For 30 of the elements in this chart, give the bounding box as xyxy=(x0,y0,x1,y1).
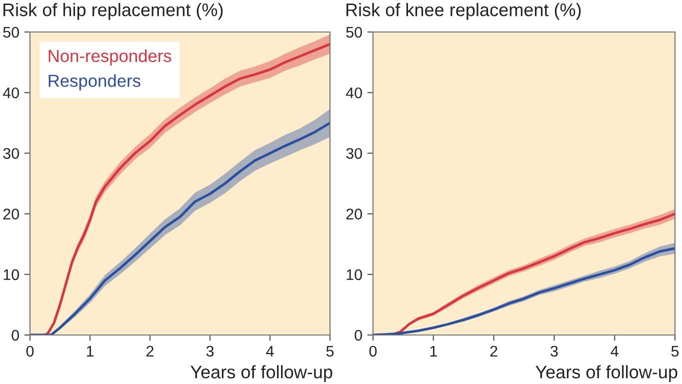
x-tick-label: 1 xyxy=(430,346,437,356)
y-tick-label: 20 xyxy=(3,208,19,220)
x-tick-label: 5 xyxy=(326,346,334,357)
x-tick-label: 2 xyxy=(146,346,154,356)
y-tick-label: 10 xyxy=(4,269,19,280)
text: Responders xyxy=(48,74,140,90)
y-tick-label: 50 xyxy=(346,26,362,38)
x-axis-title: Years of follow-up xyxy=(190,365,332,382)
x-axis-title: Years of follow-up xyxy=(536,365,678,382)
x-tick-label: 4 xyxy=(610,346,618,356)
x-tick-label: 3 xyxy=(550,346,558,357)
y-tick-label: 50 xyxy=(3,26,19,38)
y-tick-label: 0 xyxy=(354,330,362,341)
y-tick-label: 10 xyxy=(346,269,362,280)
x-tick-label: 2 xyxy=(490,346,498,356)
x-tick-label: 0 xyxy=(369,346,377,357)
chart-title: Risk of knee replacement (%) xyxy=(346,3,581,20)
y-tick-label: 40 xyxy=(2,87,19,98)
text: Non-responders xyxy=(48,49,172,66)
x-tick-label: 1 xyxy=(86,346,94,356)
y-tick-label: 20 xyxy=(346,208,362,220)
x-tick-label: 0 xyxy=(26,346,34,357)
x-tick-label: 3 xyxy=(206,346,214,357)
y-tick-label: 30 xyxy=(346,148,362,159)
x-tick-label: 4 xyxy=(266,346,274,356)
x-tick-label: 5 xyxy=(671,346,679,357)
y-tick-label: 0 xyxy=(12,330,19,341)
chart-title: Risk of hip replacement (%) xyxy=(3,3,223,20)
y-tick-label: 40 xyxy=(346,87,362,98)
y-tick-label: 30 xyxy=(3,148,19,159)
